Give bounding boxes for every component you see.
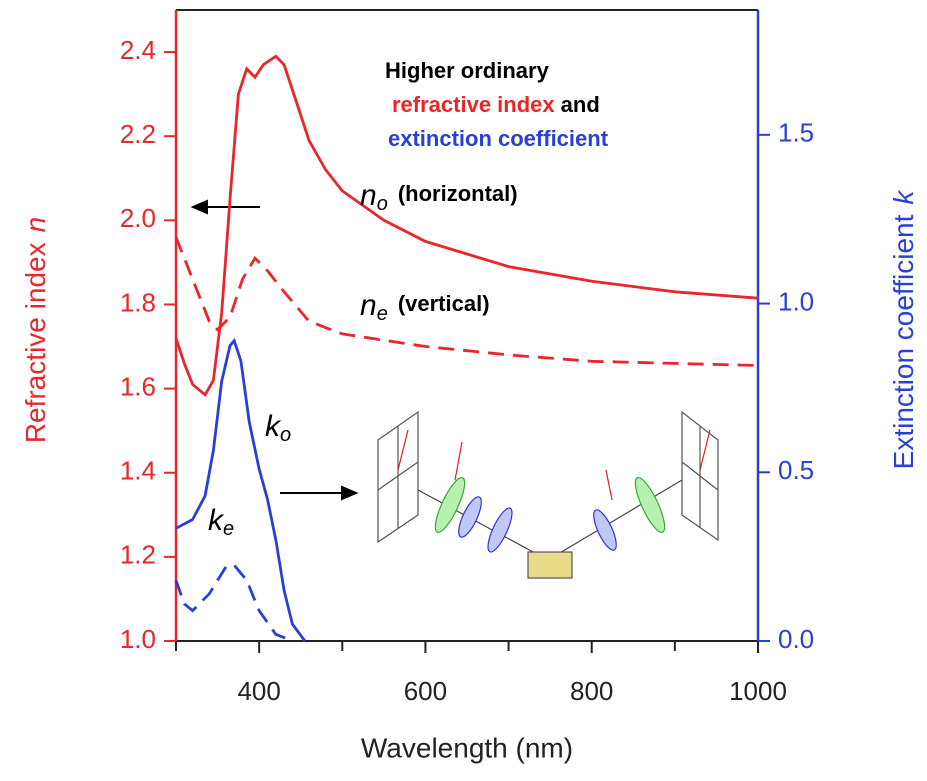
- y-axis-title: Refractive index n: [20, 217, 51, 443]
- arrow-left: [190, 199, 260, 215]
- series-line: [174, 236, 759, 367]
- series-symbol: n: [360, 179, 377, 212]
- y-tick-label: 1.8: [120, 287, 156, 317]
- x-tick-label: 1000: [729, 676, 787, 706]
- arrow-right: [280, 485, 359, 501]
- annotation-and: and: [561, 92, 600, 117]
- y-tick-label: 1.6: [120, 371, 156, 401]
- y2-tick-label: 1.5: [778, 118, 814, 148]
- y2-tick-label: 0.5: [778, 455, 814, 485]
- x-axis-title: Wavelength (nm): [361, 732, 573, 763]
- y2-tick-label: 1.0: [778, 286, 814, 316]
- series-label: ko: [265, 410, 291, 446]
- y-tick-label: 2.2: [120, 119, 156, 149]
- series-label: ne (vertical): [360, 289, 490, 325]
- series-subscript: e: [223, 518, 234, 540]
- x-tick-label: 600: [404, 676, 447, 706]
- series-subscript: e: [377, 303, 388, 325]
- series-line: [175, 337, 307, 642]
- series-label: no (horizontal): [360, 179, 518, 215]
- annotation-red: refractive index: [392, 92, 555, 117]
- series-line: [174, 54, 759, 398]
- annotation: extinction coefficient: [388, 126, 609, 151]
- series-line: [174, 563, 293, 643]
- y-tick-label: 2.4: [120, 35, 156, 65]
- y2-axis-title-symbol: k: [888, 189, 919, 205]
- annotation: refractive index and: [392, 92, 600, 117]
- y2-tick-label: 0.0: [778, 624, 814, 654]
- series-symbol: k: [208, 504, 225, 537]
- y-tick-label: 1.0: [120, 624, 156, 654]
- x-tick-label: 400: [237, 676, 280, 706]
- series-symbol: k: [265, 410, 282, 443]
- annotation: Higher ordinary: [385, 58, 550, 83]
- series-note: (vertical): [398, 291, 490, 316]
- inset-diagram: [377, 410, 719, 579]
- series-note: (horizontal): [398, 181, 518, 206]
- y2-axis-title: Extinction coefficient k: [888, 189, 919, 470]
- series-subscript: o: [280, 424, 291, 446]
- y2-axis-title-text: Extinction coefficient: [888, 214, 919, 469]
- series-subscript: o: [377, 193, 388, 215]
- y-tick-label: 1.2: [120, 540, 156, 570]
- y-tick-label: 1.4: [120, 456, 156, 486]
- x-tick-label: 800: [570, 676, 613, 706]
- y-axis-title-text: Refractive index: [20, 242, 51, 443]
- y-axis-title-symbol: n: [20, 217, 51, 233]
- series-symbol: n: [360, 289, 377, 322]
- series-label: ke: [208, 504, 234, 540]
- y-tick-label: 2.0: [120, 203, 156, 233]
